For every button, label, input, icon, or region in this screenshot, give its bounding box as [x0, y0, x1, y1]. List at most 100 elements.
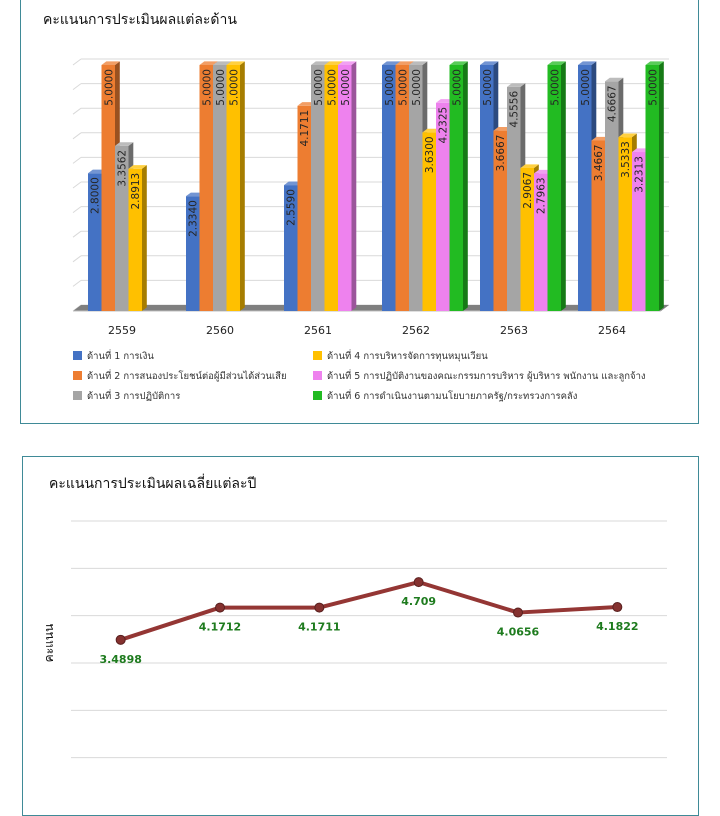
- bar: [547, 61, 566, 312]
- bar-top: [128, 165, 147, 169]
- bar-value-label: 5.0000: [313, 69, 325, 106]
- gridlines: [71, 520, 667, 806]
- bar-front: [520, 167, 534, 311]
- legend-entry: ด้านที่ 4 การบริหารจัดการทุนหมุนเวียน: [327, 349, 488, 362]
- bar-top: [101, 61, 120, 65]
- bar-chart-panel: คะแนนการประเมินผลแต่ละด้าน 2.8000 5.0000 3…: [20, 0, 699, 424]
- bar: [645, 61, 664, 312]
- legend-entry: ด้านที่ 6 การดำเนินงานตามนโยบายภาครัฐ/กร…: [327, 389, 577, 402]
- bar-front: [115, 145, 129, 311]
- bar-value-label: 3.2313: [634, 156, 646, 193]
- bar: [226, 61, 245, 312]
- legend-entry: ด้านที่ 1 การเงิน: [87, 349, 154, 362]
- bar-front: [507, 86, 521, 312]
- line-chart-panel: คะแนนการประเมินผลเฉลี่ยแต่ละปี คะแนน 3.48…: [22, 456, 699, 816]
- bar-value-label: 5.0000: [201, 69, 213, 106]
- bar-value-label: 2.9067: [522, 172, 534, 209]
- bar-front: [395, 65, 409, 311]
- legend: ด้านที่ 1 การเงินด้านที่ 2 การสนองประโยช…: [73, 349, 646, 402]
- data-point: [612, 602, 623, 613]
- bar-top: [605, 77, 624, 82]
- bar-value-label: 5.0000: [482, 69, 494, 106]
- bar-front: [591, 140, 605, 311]
- x-tick-label: 2560: [206, 324, 234, 337]
- gridline-depth: [72, 156, 82, 164]
- bar-front: [449, 65, 463, 311]
- bar-value-label: 2.3340: [188, 200, 200, 237]
- bar-side: [659, 61, 664, 312]
- bar-front: [213, 65, 227, 311]
- legend-swatch: [313, 391, 322, 400]
- bar-top: [520, 164, 539, 168]
- data-label: 4.0656: [497, 626, 540, 639]
- bar-front: [128, 168, 142, 311]
- x-tick-label: 2563: [500, 324, 528, 337]
- legend-swatch: [313, 351, 322, 360]
- bar-value-label: 5.0000: [411, 69, 423, 106]
- bar-side: [561, 61, 566, 312]
- series-line: [120, 580, 618, 642]
- bar-value-label: 3.6300: [424, 136, 436, 173]
- bar-value-label: 5.0000: [103, 69, 115, 106]
- gridline-depth: [72, 255, 82, 263]
- bar: [338, 61, 357, 312]
- bar-front: [186, 196, 200, 311]
- bar-front: [605, 81, 619, 311]
- legend-swatch: [73, 391, 82, 400]
- bar: [449, 61, 468, 312]
- legend-entry: ด้านที่ 5 การปฏิบัติงานของคณะกรรมการบริห…: [327, 369, 646, 382]
- bar-value-label: 5.0000: [340, 69, 352, 106]
- bar-front: [101, 65, 115, 311]
- bar-top: [578, 61, 597, 65]
- bar-value-label: 3.6667: [495, 135, 507, 172]
- bar-value-label: 4.6667: [607, 85, 619, 122]
- bar-front: [199, 65, 213, 311]
- bar-value-label: 5.0000: [215, 69, 227, 106]
- bar-value-label: 4.2325: [438, 107, 450, 144]
- bar-front: [382, 65, 396, 311]
- bar-front: [618, 137, 632, 311]
- bar-side: [240, 61, 245, 312]
- bar-value-label: 3.3562: [117, 150, 129, 187]
- bar-top: [324, 61, 343, 65]
- bar-value-label: 2.8913: [130, 173, 142, 210]
- bar-top: [480, 61, 499, 65]
- legend-entry: ด้านที่ 2 การสนองประโยชน์ต่อผู้มีส่วนได้…: [87, 369, 287, 382]
- gridline-depth: [72, 279, 82, 287]
- gridline-depth: [72, 230, 82, 238]
- bar-top: [382, 61, 401, 65]
- gridline-depth: [72, 107, 82, 115]
- bar-side: [142, 165, 147, 311]
- data-label: 4.1822: [596, 620, 638, 633]
- bar-top: [449, 61, 468, 65]
- bar-value-label: 5.0000: [228, 69, 240, 106]
- legend-swatch: [73, 371, 82, 380]
- bar-top: [199, 61, 218, 65]
- gridline-depth: [72, 83, 82, 90]
- bar-value-label: 4.1711: [299, 110, 311, 147]
- data-point: [115, 634, 126, 645]
- bar-top: [115, 142, 134, 146]
- bar-value-label: 5.0000: [647, 69, 659, 106]
- bar-front: [284, 185, 298, 311]
- legend-swatch: [73, 351, 82, 360]
- data-point: [513, 607, 523, 618]
- bar-front: [534, 173, 548, 311]
- bar-front: [311, 65, 325, 311]
- bar-top: [213, 61, 232, 65]
- bar-front: [409, 65, 423, 311]
- bars: [88, 61, 664, 312]
- bar-value-label: 3.4667: [593, 144, 605, 181]
- bar-value-label: 5.0000: [384, 69, 396, 106]
- legend-swatch: [313, 371, 322, 380]
- bar-value-label: 5.0000: [397, 69, 409, 106]
- legend-entry: ด้านที่ 3 การปฏิบัติการ: [87, 389, 180, 402]
- bar-front: [632, 152, 646, 311]
- gridline-depth: [72, 181, 82, 189]
- bar-front: [297, 105, 311, 311]
- bar-chart-title: คะแนนการประเมินผลแต่ละด้าน: [43, 12, 237, 28]
- gridline-depth: [72, 206, 82, 214]
- bar-front: [493, 130, 507, 311]
